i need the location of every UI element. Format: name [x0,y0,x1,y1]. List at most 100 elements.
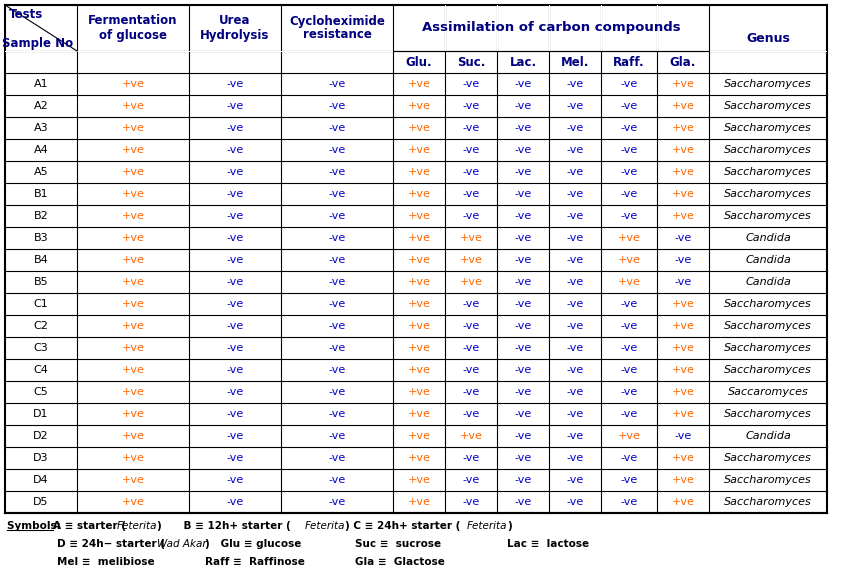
Text: +ve: +ve [121,365,144,375]
Text: -ve: -ve [567,145,584,155]
Text: Fermentation: Fermentation [89,14,178,28]
Text: -ve: -ve [226,365,243,375]
Text: D3: D3 [34,453,49,463]
Text: -ve: -ve [329,233,346,243]
Text: D1: D1 [34,409,49,419]
Text: ): ) [507,521,512,531]
Text: -ve: -ve [620,475,637,485]
Text: -ve: -ve [567,431,584,441]
Text: -ve: -ve [514,145,531,155]
Text: -ve: -ve [514,299,531,309]
Text: +ve: +ve [408,475,431,485]
Text: -ve: -ve [567,453,584,463]
Text: Mel.: Mel. [561,55,589,69]
Text: Sample No: Sample No [2,36,73,50]
Text: )      B ≡ 12h+ starter (: ) B ≡ 12h+ starter ( [157,521,291,531]
Text: -ve: -ve [329,145,346,155]
Text: -ve: -ve [620,365,637,375]
Text: +ve: +ve [121,123,144,133]
Text: resistance: resistance [303,28,372,42]
Text: Candida: Candida [745,431,791,441]
Text: +ve: +ve [617,255,641,265]
Text: C3: C3 [34,343,48,353]
Text: -ve: -ve [463,299,480,309]
Text: Saccharomyces: Saccharomyces [724,365,812,375]
Text: -ve: -ve [226,189,243,199]
Text: -ve: -ve [620,453,637,463]
Text: +ve: +ve [408,211,431,221]
Text: -ve: -ve [463,497,480,507]
Text: -ve: -ve [329,365,346,375]
Text: Wad Akar: Wad Akar [157,539,206,549]
Text: D2: D2 [34,431,49,441]
Text: +ve: +ve [408,101,431,111]
Text: +ve: +ve [408,255,431,265]
Text: Saccaromyces: Saccaromyces [728,387,808,397]
Text: -ve: -ve [514,453,531,463]
Text: -ve: -ve [567,409,584,419]
Text: +ve: +ve [672,497,694,507]
Text: -ve: -ve [463,101,480,111]
Text: -ve: -ve [329,387,346,397]
Text: +ve: +ve [121,255,144,265]
Text: -ve: -ve [329,453,346,463]
Text: B5: B5 [34,277,48,287]
Text: +ve: +ve [408,167,431,177]
Text: )   Glu ≡ glucose: ) Glu ≡ glucose [205,539,301,549]
Text: -ve: -ve [514,365,531,375]
Text: -ve: -ve [567,255,584,265]
Text: -ve: -ve [567,123,584,133]
Text: -ve: -ve [567,189,584,199]
Text: -ve: -ve [567,277,584,287]
Text: -ve: -ve [567,299,584,309]
Text: +ve: +ve [672,79,694,89]
Text: +ve: +ve [121,145,144,155]
Text: Saccharomyces: Saccharomyces [724,123,812,133]
Text: Urea: Urea [219,14,251,28]
Text: +ve: +ve [121,233,144,243]
Text: -ve: -ve [329,79,346,89]
Text: +ve: +ve [121,189,144,199]
Text: -ve: -ve [329,189,346,199]
Text: +ve: +ve [672,475,694,485]
Text: -ve: -ve [620,387,637,397]
Text: -ve: -ve [514,101,531,111]
Text: -ve: -ve [620,497,637,507]
Text: +ve: +ve [672,167,694,177]
Text: +ve: +ve [459,431,482,441]
Text: Glu.: Glu. [406,55,433,69]
Text: -ve: -ve [463,79,480,89]
Text: -ve: -ve [329,299,346,309]
Text: -ve: -ve [674,255,691,265]
Text: -ve: -ve [514,211,531,221]
Text: +ve: +ve [121,343,144,353]
Text: -ve: -ve [620,211,637,221]
Text: -ve: -ve [514,343,531,353]
Text: +ve: +ve [408,299,431,309]
Text: -ve: -ve [463,475,480,485]
Text: Saccharomyces: Saccharomyces [724,475,812,485]
Text: +ve: +ve [672,321,694,331]
Text: -ve: -ve [514,167,531,177]
Text: -ve: -ve [226,299,243,309]
Text: -ve: -ve [620,299,637,309]
Text: -ve: -ve [226,387,243,397]
Text: -ve: -ve [226,101,243,111]
Text: -ve: -ve [514,123,531,133]
Text: -ve: -ve [620,167,637,177]
Text: -ve: -ve [674,431,691,441]
Text: C1: C1 [34,299,48,309]
Text: Symbols:: Symbols: [7,521,64,531]
Text: +ve: +ve [672,365,694,375]
Text: -ve: -ve [329,211,346,221]
Text: +ve: +ve [408,233,431,243]
Text: -ve: -ve [226,453,243,463]
Text: -ve: -ve [620,145,637,155]
Text: +ve: +ve [121,211,144,221]
Text: Saccharomyces: Saccharomyces [724,145,812,155]
Text: +ve: +ve [121,299,144,309]
Text: Saccharomyces: Saccharomyces [724,409,812,419]
Text: D ≡ 24h− starter (: D ≡ 24h− starter ( [57,539,165,549]
Text: C5: C5 [34,387,48,397]
Text: B2: B2 [34,211,48,221]
